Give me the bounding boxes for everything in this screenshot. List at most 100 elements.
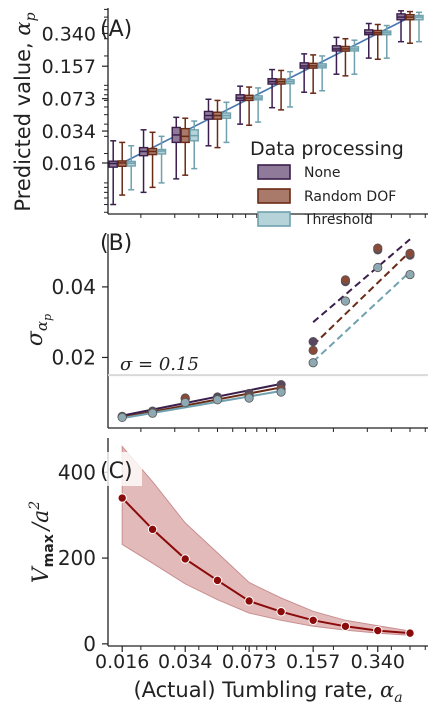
panel-c-ylabel-rest: /a [29,510,54,533]
point-threshold [117,412,127,423]
panel-c: 0 200 400 0.016 0.034 0.073 0.157 0.340 (C) Vm… [27,438,428,706]
legend-entry-threshold: Threshold [257,211,373,228]
x-tick-label: 0.073 [222,651,276,673]
box-plots [108,10,424,206]
panel-c-xlabel-main: (Actual) Tumbling rate, [133,678,380,702]
box-threshold [285,70,295,108]
scatter-points [117,243,415,423]
box-none [364,22,374,59]
box-threshold [126,145,136,191]
box-random-dof [340,38,351,77]
fit-high-random-dof [312,250,411,346]
fit-lines [122,238,411,420]
legend-entry-none: None [257,164,341,181]
panel-a-y-ticks: 0.016 0.034 0.073 0.157 0.340 [42,8,108,213]
vmax-point [180,554,190,564]
point-random-dof [308,345,318,355]
x-tick-label: 0.157 [286,651,340,673]
box-random-dof [147,131,158,189]
box-threshold [221,101,232,144]
box-none [267,68,277,109]
panel-c-y-ticks: 0 200 400 [58,460,108,656]
vmax-point [340,621,351,631]
y-tick-label: 0.034 [42,121,96,143]
point-threshold [212,395,223,405]
y-tick-label: 0.073 [42,89,96,111]
y-tick-label: 0.02 [51,345,96,369]
sigma-reference-label: σ = 0.15 [120,354,199,375]
panel-c-label-background [96,452,142,486]
box-none [331,36,342,75]
box-none [171,116,181,180]
legend-entry-random-dof: Random DOF [257,188,396,205]
y-tick-label: 0.04 [51,275,96,299]
vmax-point [373,625,383,636]
point-threshold [276,387,286,397]
y-tick-label: 0.157 [42,56,96,78]
box-none [235,85,245,125]
point-none [308,336,318,347]
box-threshold [189,120,199,170]
y-tick-label: 0 [83,632,96,656]
panel-b-ylabel-subsubscript: p [41,314,54,321]
panel-a-ylabel-subscript: p [23,12,39,21]
box-none [203,98,214,147]
panel-c-xlabel-subscript: a [394,690,402,706]
panel-c-x-ticks: 0.016 0.034 0.073 0.157 0.340 [95,646,426,673]
panel-c-xlabel: (Actual) Tumbling rate, αa [133,678,402,706]
box-none [138,129,149,194]
panel-c-ylabel-superscript: 2 [27,501,43,511]
legend-label-none: None [304,165,341,181]
vmax-point [117,493,127,503]
box-threshold [414,11,424,43]
panel-a: (A) 0.016 0.034 0.073 0.157 0.340 Predicted … [11,8,428,228]
y-tick-label: 0.016 [42,153,96,175]
y-tick-label: 200 [58,546,96,570]
panel-c-label: (C) [100,459,133,484]
box-none [108,140,118,206]
panel-a-ylabel-symbol: α [11,21,35,35]
vmax-point [147,524,158,535]
point-threshold [373,262,383,273]
box-random-dof [117,141,127,196]
box-none [299,53,309,93]
box-threshold [253,87,263,123]
x-tick-label: 0.016 [95,651,149,673]
box-threshold [382,24,392,59]
fit-high-none [312,238,411,323]
legend-swatch-threshold [257,211,291,227]
point-threshold [340,296,351,306]
panel-b-ylabel-symbol: σ [23,330,48,346]
panel-c-xlabel-symbol: α [380,678,394,702]
point-random-dof [340,275,351,285]
panel-b-ylabel-subscript: α [33,321,51,331]
panel-b-x-ticks [140,428,426,432]
panel-c-ylabel: Vmax/a2 [27,501,57,584]
fit-low-random-dof [122,386,282,419]
legend-label-threshold: Threshold [303,212,373,228]
legend-title: Data processing [250,138,404,160]
box-random-dof [308,54,318,94]
vmax-point [276,606,286,617]
point-threshold [308,358,318,368]
y-tick-label: 0.340 [42,23,96,45]
fit-low-threshold [122,389,282,420]
box-random-dof [373,23,383,60]
box-random-dof [276,69,286,111]
panel-a-ylabel-main: Predicted value, [11,36,35,212]
point-threshold [180,398,190,408]
panel-a-label: (A) [100,17,132,42]
box-threshold [317,55,327,92]
box-random-dof [244,86,254,126]
vmax-line [121,497,411,635]
panel-b-y-ticks: 0.02 0.04 [51,275,108,369]
panel-c-ylabel-subscript: max [41,534,57,567]
identity-line [121,16,411,164]
vmax-point [244,596,254,606]
legend-label-random-dof: Random DOF [304,189,396,205]
vmax-point [405,628,415,638]
box-random-dof [212,99,223,149]
x-tick-label: 0.340 [351,651,405,673]
point-threshold [147,408,158,418]
panel-a-x-ticks [140,214,426,218]
